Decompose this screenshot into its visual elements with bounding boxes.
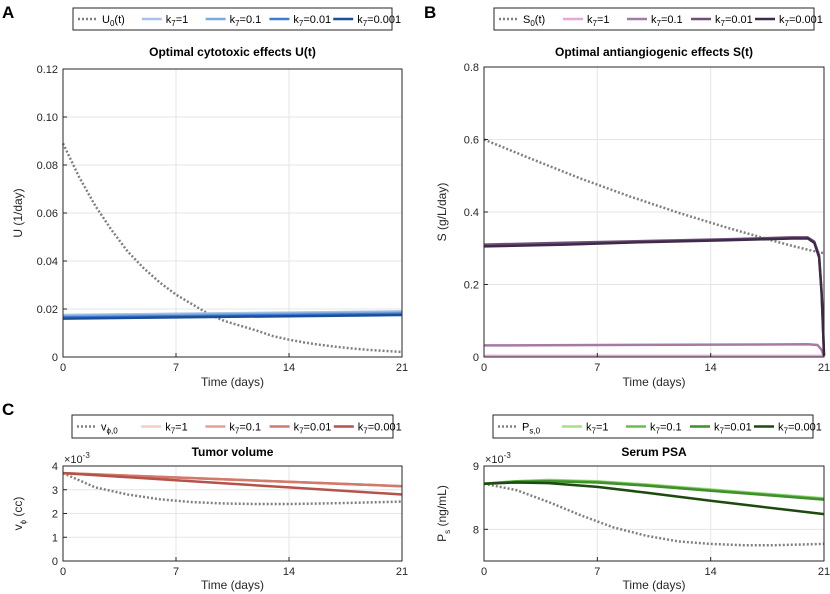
legend-label: k7=1 (165, 422, 188, 436)
y-tick-label: 0.06 (37, 208, 58, 220)
x-tick-label: 0 (481, 566, 487, 578)
y-axis-label: S (g/L/day) (435, 183, 449, 242)
series-line-k7-0.001 (62, 471, 403, 496)
axis-exponent: ×10-3 (64, 451, 90, 466)
y-tick-label: 0.2 (464, 280, 479, 292)
legend-label: k7=0.001 (779, 14, 823, 28)
series-line-k7-0.001 (483, 481, 825, 516)
series-line-baseline (62, 471, 403, 506)
x-tick-label: 21 (396, 362, 408, 374)
axes-box (483, 465, 825, 562)
x-tick-label: 7 (173, 362, 179, 374)
chart-panel-4: 0 7 14 21 8 9 ×10-3 Serum PSA Time (days) Ps (ng/… (435, 414, 830, 592)
chart-panel-1: A 0 7 14 21 0 0.02 0.04 0.06 0.08 0.10 0.12 Optimal … (2, 3, 408, 389)
legend: Ps,0 k7=1 k7=0.1 k7=0.01 k7=0.001 (492, 414, 822, 439)
y-tick-label: 0 (52, 352, 58, 364)
legend-label: k7=0.01 (293, 14, 331, 28)
y-tick-label: 0.08 (37, 160, 58, 172)
y-tick-label: 3 (52, 485, 58, 497)
x-tick-label: 0 (60, 566, 66, 578)
legend-box (72, 7, 393, 31)
legend-label: k7=0.1 (230, 14, 262, 28)
panel-letter: C (2, 400, 14, 419)
legend-label: k7=1 (586, 422, 609, 436)
x-tick-label: 7 (173, 566, 179, 578)
x-tick-label: 14 (705, 566, 717, 578)
y-tick-label: 0.4 (464, 207, 479, 219)
legend-label: U0(t) (102, 14, 125, 28)
series-line-baseline (61, 142, 403, 354)
series-line-k7-0.001 (62, 313, 403, 320)
chart-title: Tumor volume (192, 445, 274, 459)
legend-label: k7=0.01 (294, 422, 332, 436)
chart-title: Optimal antiangiogenic effects S(t) (555, 45, 753, 59)
y-tick-label: 0.02 (37, 304, 58, 316)
legend-box (71, 414, 394, 439)
legend-label: k7=0.1 (651, 14, 683, 28)
y-axis-label: vϕ (cc) (11, 497, 28, 531)
x-tick-label: 0 (60, 362, 66, 374)
legend-label: k7=0.01 (714, 422, 752, 436)
y-tick-label: 2 (52, 509, 58, 521)
legend-label: vϕ,0 (101, 422, 118, 436)
legend-label: k7=0.001 (358, 422, 402, 436)
x-tick-label: 21 (818, 566, 830, 578)
legend-box (492, 414, 814, 439)
legend: U0(t) k7=1 k7=0.1 k7=0.01 k7=0.001 (72, 7, 401, 31)
x-tick-label: 21 (818, 362, 830, 374)
legend: S0(t) k7=1 k7=0.1 k7=0.01 k7=0.001 (493, 7, 823, 31)
y-tick-label: 8 (473, 524, 479, 536)
legend-label: k7=1 (166, 14, 189, 28)
legend-label: k7=0.01 (715, 14, 753, 28)
y-tick-label: 0.12 (37, 64, 58, 76)
legend-label: Ps,0 (522, 422, 541, 436)
y-tick-label: 1 (52, 532, 58, 544)
x-axis-label: Time (days) (201, 375, 264, 389)
chart-title: Optimal cytotoxic effects U(t) (149, 45, 316, 59)
x-tick-label: 7 (594, 566, 600, 578)
x-axis-label: Time (days) (623, 375, 686, 389)
legend-label: k7=0.001 (778, 422, 822, 436)
legend-label: k7=0.1 (650, 422, 682, 436)
y-axis-label: Ps (ng/mL) (435, 485, 452, 542)
legend: vϕ,0 k7=1 k7=0.1 k7=0.01 k7=0.001 (71, 414, 402, 439)
series-line-k7-0.01 (62, 471, 403, 488)
series-line-baseline (483, 482, 825, 547)
y-tick-label: 0 (473, 352, 479, 364)
y-tick-label: 9 (473, 461, 479, 473)
y-tick-label: 0.04 (37, 256, 58, 268)
y-tick-label: 0 (52, 556, 58, 568)
x-tick-label: 0 (481, 362, 487, 374)
series-line-baseline (483, 138, 825, 255)
x-tick-label: 14 (283, 566, 295, 578)
x-axis-label: Time (days) (201, 578, 264, 592)
y-tick-label: 4 (52, 461, 58, 473)
x-tick-label: 21 (396, 566, 408, 578)
legend-label: S0(t) (523, 14, 545, 28)
panel-letter: B (424, 3, 436, 22)
chart-panel-2: B 0 7 14 21 0 0.2 0.4 0.6 0.8 Optimal antiangiogen… (424, 3, 830, 389)
y-axis-label: U (1/day) (11, 188, 25, 237)
legend-label: k7=0.001 (357, 14, 401, 28)
axis-exponent: ×10-3 (485, 451, 511, 466)
y-tick-label: 0.10 (37, 112, 58, 124)
x-tick-label: 14 (283, 362, 295, 374)
panel-letter: A (2, 3, 14, 22)
y-tick-label: 0.8 (464, 62, 479, 74)
chart-title: Serum PSA (621, 445, 687, 459)
x-tick-label: 7 (594, 362, 600, 374)
legend-label: k7=0.1 (229, 422, 261, 436)
y-tick-label: 0.6 (464, 135, 479, 147)
series-line-k7-0.001 (483, 237, 826, 356)
chart-panel-3: C 0 7 14 21 0 1 2 3 4 ×10-3 Tumor volume Time (days)… (2, 400, 408, 592)
legend-label: k7=1 (587, 14, 610, 28)
legend-box (493, 7, 815, 31)
x-axis-label: Time (days) (623, 578, 686, 592)
x-tick-label: 14 (705, 362, 717, 374)
